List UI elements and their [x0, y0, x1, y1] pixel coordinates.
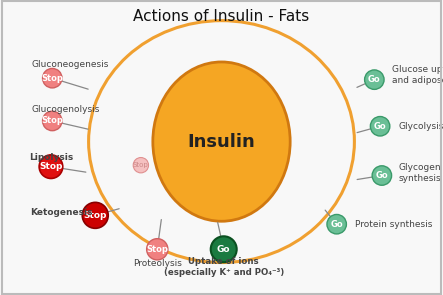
- Text: Uptake of ions
(especially K⁺ and PO₄⁻³): Uptake of ions (especially K⁺ and PO₄⁻³): [163, 257, 284, 277]
- Text: Glucose uptake in muscle
and adipose tissue: Glucose uptake in muscle and adipose tis…: [392, 65, 443, 85]
- Text: Glucogenolysis: Glucogenolysis: [31, 105, 99, 114]
- Text: Stop: Stop: [41, 117, 63, 125]
- Text: Stop: Stop: [146, 245, 168, 254]
- Ellipse shape: [39, 155, 63, 178]
- Ellipse shape: [370, 117, 390, 136]
- Ellipse shape: [133, 158, 148, 173]
- Text: Go: Go: [217, 245, 230, 254]
- Text: Glycolysis: Glycolysis: [399, 122, 443, 131]
- Ellipse shape: [43, 68, 62, 88]
- Text: Go: Go: [368, 75, 381, 84]
- Ellipse shape: [43, 111, 62, 131]
- Ellipse shape: [365, 70, 384, 89]
- Text: Go: Go: [330, 220, 343, 229]
- Text: Proteolysis: Proteolysis: [133, 259, 182, 268]
- Text: Go: Go: [374, 122, 386, 131]
- Text: Actions of Insulin - Fats: Actions of Insulin - Fats: [133, 9, 310, 24]
- Ellipse shape: [147, 239, 168, 260]
- Text: Gluconeogenesis: Gluconeogenesis: [31, 60, 109, 69]
- Text: Glycogen
synthesis: Glycogen synthesis: [399, 163, 441, 183]
- Text: Stop: Stop: [84, 211, 107, 220]
- Ellipse shape: [82, 202, 108, 228]
- Text: Ketogenesis: Ketogenesis: [30, 208, 93, 217]
- Ellipse shape: [211, 236, 237, 262]
- Ellipse shape: [153, 62, 290, 221]
- Text: Insulin: Insulin: [188, 132, 255, 151]
- Text: Stop: Stop: [41, 74, 63, 83]
- Text: Stop: Stop: [133, 162, 149, 168]
- Text: Lipolysis: Lipolysis: [29, 153, 73, 162]
- Ellipse shape: [372, 166, 392, 185]
- Text: Protein synthesis: Protein synthesis: [355, 220, 433, 229]
- Text: Stop: Stop: [39, 162, 62, 171]
- Text: Go: Go: [376, 171, 388, 180]
- Ellipse shape: [327, 214, 346, 234]
